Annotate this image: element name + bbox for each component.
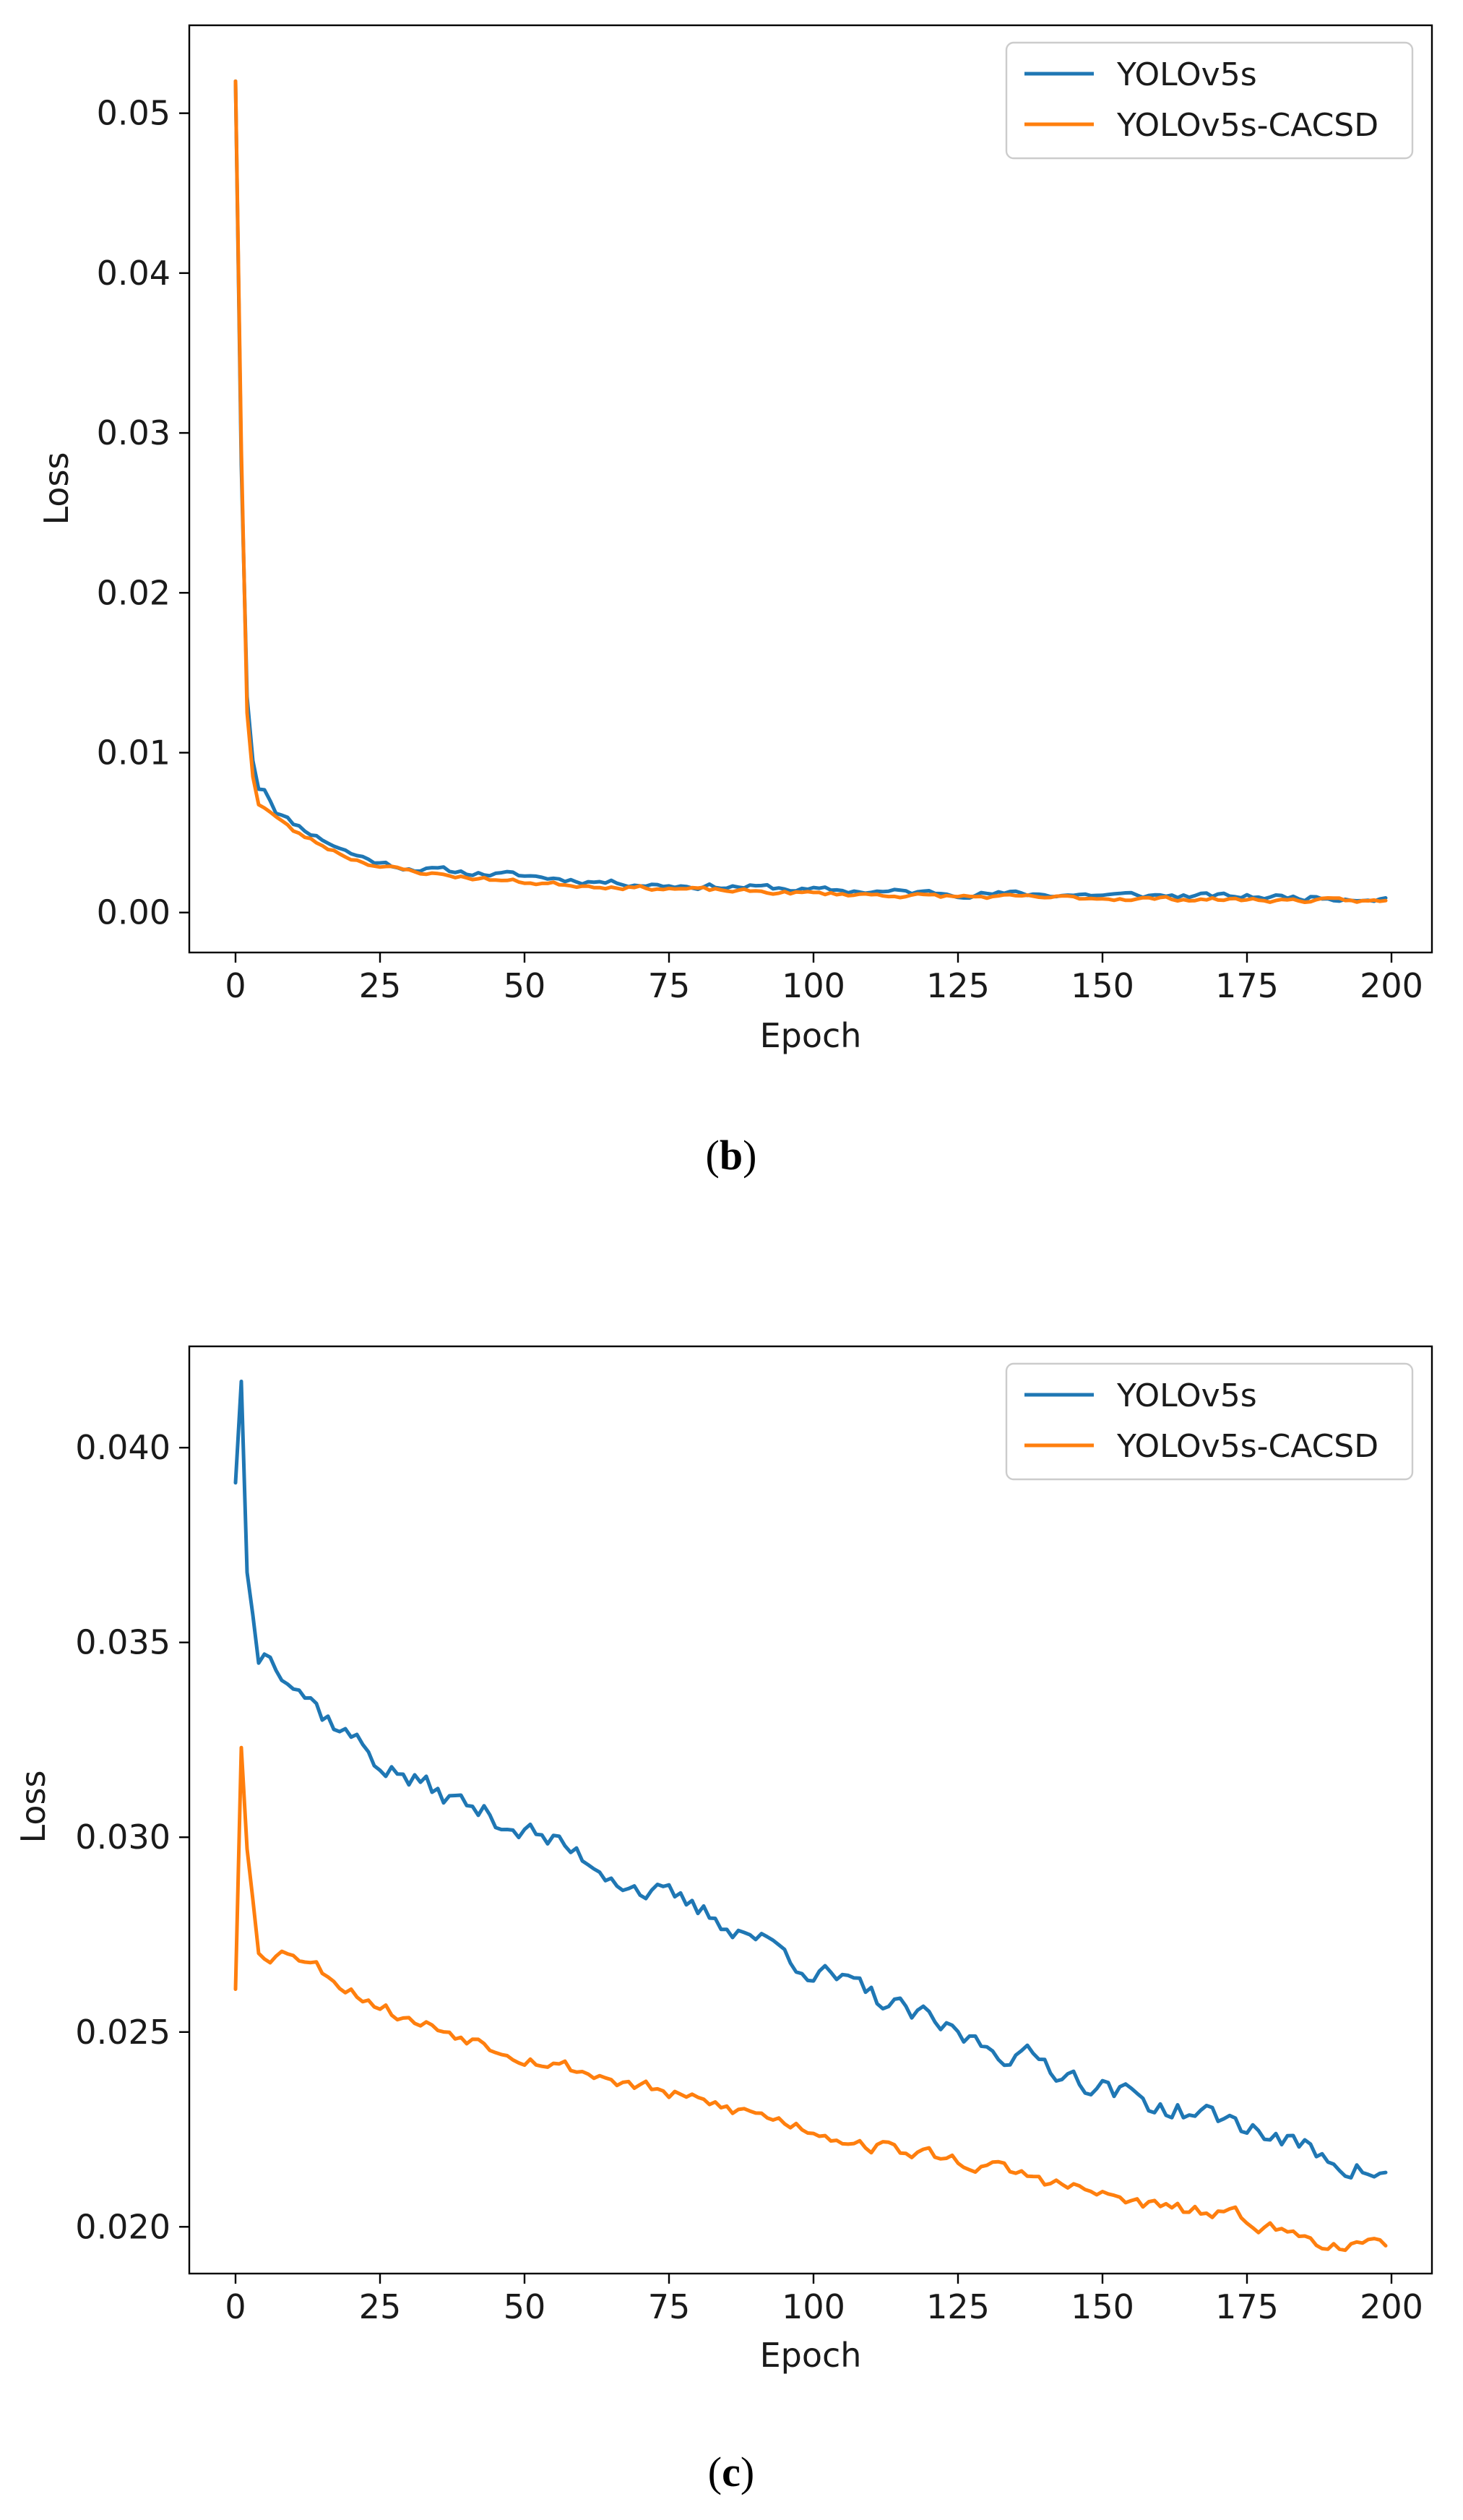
series-line-yolov5s — [233, 79, 1388, 903]
x-tick-label: 25 — [359, 2287, 402, 2326]
x-tick-label: 150 — [1071, 966, 1134, 1005]
caption-b: (b) — [706, 1132, 757, 1179]
x-tick-label: 175 — [1215, 2287, 1279, 2326]
y-tick-label: 0.020 — [75, 2207, 171, 2246]
loss-chart-b: 0 25 50 75 100 125 150 175 200 0.000.010.020.030… — [37, 24, 1433, 1179]
x-tick-label: 75 — [648, 966, 691, 1005]
x-tick-label: 200 — [1360, 966, 1423, 1005]
legend-label-yolov5s: YOLOv5s — [1116, 56, 1257, 93]
y-tick-label: 0.03 — [97, 413, 171, 452]
x-axis-label: Epoch — [760, 1016, 862, 1055]
series-lines — [233, 79, 1388, 904]
y-tick-label: 0.02 — [97, 573, 171, 612]
y-tick-label: 0.00 — [97, 893, 171, 932]
x-tick-label: 200 — [1360, 2287, 1423, 2326]
x-tick-label: 75 — [648, 2287, 691, 2326]
series-line-yolov5s — [233, 1380, 1388, 2180]
y-tick-label: 0.05 — [97, 94, 171, 133]
y-tick-label: 0.025 — [75, 2013, 171, 2052]
series-line-yolov5s-cacsd — [233, 1745, 1388, 2253]
y-axis-ticks: 0.00 0.01 0.02 0.03 0.04 0.05 — [97, 94, 189, 932]
legend-label-yolov5s-cacsd: YOLOv5s-CACSD — [1116, 1428, 1378, 1465]
x-tick-label: 0 — [225, 2287, 246, 2326]
x-tick-label: 50 — [504, 966, 546, 1005]
caption-c: (c) — [708, 2448, 754, 2495]
legend-label-yolov5s: YOLOv5s — [1116, 1377, 1257, 1414]
x-axis-label: Epoch — [760, 2336, 862, 2375]
series-lines — [233, 1380, 1388, 2253]
legend-box — [1005, 41, 1414, 160]
x-tick-label: 125 — [926, 2287, 990, 2326]
legend: YOLOv5s YOLOv5s-CACSD — [1005, 1362, 1414, 1481]
y-tick-label: 0.040 — [75, 1428, 171, 1467]
legend: YOLOv5s YOLOv5s-CACSD — [1005, 41, 1414, 160]
x-tick-label: 50 — [504, 2287, 546, 2326]
x-tick-label: 100 — [782, 2287, 845, 2326]
x-tick-label: 125 — [926, 966, 990, 1005]
legend-label-yolov5s-cacsd: YOLOv5s-CACSD — [1116, 107, 1378, 144]
x-axis-ticks: 0 25 50 75 100 125 150 175 200 — [225, 2274, 1423, 2326]
y-tick-label: 0.035 — [75, 1623, 171, 1662]
series-line-yolov5s-cacsd — [233, 79, 1388, 904]
y-tick-label: 0.01 — [97, 733, 171, 772]
x-tick-label: 100 — [782, 966, 845, 1005]
x-tick-label: 0 — [225, 966, 246, 1005]
loss-chart-c: 0 25 50 75 100 125 150 175 200 0.0200.0250.0300.… — [14, 1345, 1433, 2495]
y-axis-label: Loss — [37, 452, 76, 525]
x-tick-label: 150 — [1071, 2287, 1134, 2326]
x-axis-ticks: 0 25 50 75 100 125 150 175 200 — [225, 952, 1423, 1005]
y-tick-label: 0.030 — [75, 1818, 171, 1857]
x-tick-label: 25 — [359, 966, 402, 1005]
y-axis-label: Loss — [14, 1771, 53, 1844]
x-tick-label: 175 — [1215, 966, 1279, 1005]
legend-box — [1005, 1362, 1414, 1481]
y-tick-label: 0.04 — [97, 254, 171, 293]
plot-area — [188, 24, 1433, 954]
y-axis-ticks: 0.020 0.025 0.030 0.035 0.040 — [75, 1428, 189, 2246]
